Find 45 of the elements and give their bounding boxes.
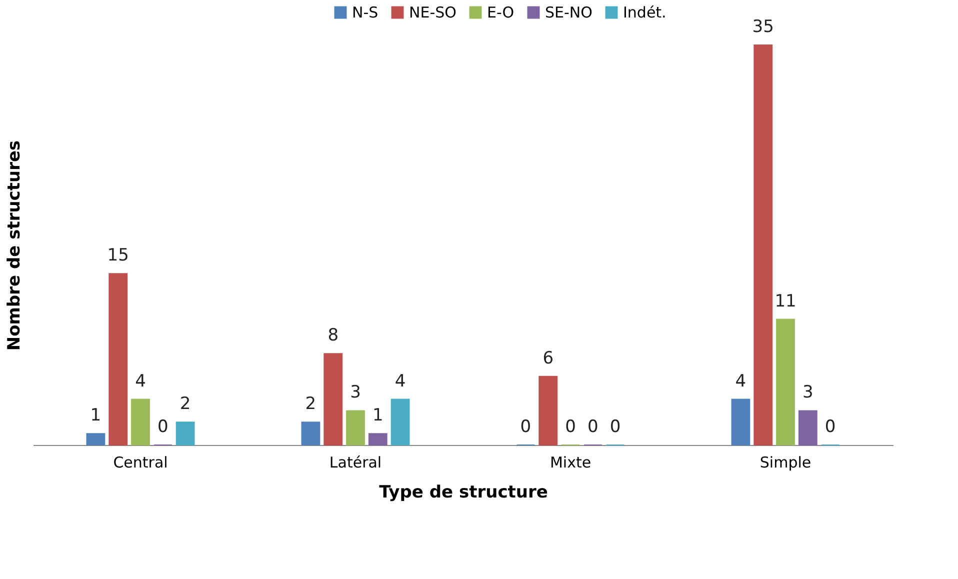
- data-label: 6: [542, 348, 554, 368]
- bar: [731, 398, 750, 446]
- data-label: 0: [610, 417, 621, 437]
- legend-label: Indét.: [623, 4, 666, 22]
- data-label: 4: [394, 371, 406, 392]
- bar: [176, 422, 195, 446]
- legend-label: NE-SO: [409, 4, 456, 22]
- data-label: 11: [774, 291, 796, 312]
- x-tick-label: Simple: [760, 454, 812, 472]
- bar: [368, 433, 388, 446]
- bar: [776, 318, 795, 446]
- bar: [754, 44, 773, 446]
- legend-label: SE-NO: [545, 4, 592, 22]
- bar: [301, 422, 320, 446]
- bar: [86, 433, 106, 446]
- legend-label: E-O: [487, 4, 514, 22]
- data-label: 15: [107, 246, 129, 266]
- data-label: 4: [135, 371, 146, 392]
- data-label: 0: [157, 417, 168, 437]
- x-tick-label: Mixte: [550, 454, 592, 472]
- x-tick-label: Latéral: [329, 454, 382, 472]
- data-label: 1: [90, 406, 102, 426]
- bar: [538, 376, 558, 446]
- data-label: 0: [565, 417, 576, 437]
- data-label: 0: [824, 417, 836, 437]
- y-axis-title: Nombre de structures: [4, 140, 24, 351]
- bar: [131, 398, 150, 446]
- legend-label: N-S: [352, 4, 378, 22]
- data-label: 3: [802, 382, 814, 403]
- x-axis-title: Type de structure: [379, 482, 548, 502]
- bar: [346, 410, 365, 446]
- data-label: 3: [350, 382, 361, 403]
- data-label: 4: [735, 371, 746, 392]
- data-label: 8: [328, 326, 339, 346]
- bar: [798, 410, 818, 446]
- data-label: 0: [587, 417, 598, 437]
- data-label: 1: [372, 406, 384, 426]
- bar: [108, 273, 128, 446]
- bar: [324, 353, 343, 446]
- data-label: 2: [305, 394, 316, 414]
- data-label: 2: [180, 394, 191, 414]
- data-label: 35: [752, 17, 774, 37]
- data-label: 0: [520, 417, 532, 437]
- x-tick-label: Central: [113, 454, 168, 472]
- bar: [390, 398, 410, 446]
